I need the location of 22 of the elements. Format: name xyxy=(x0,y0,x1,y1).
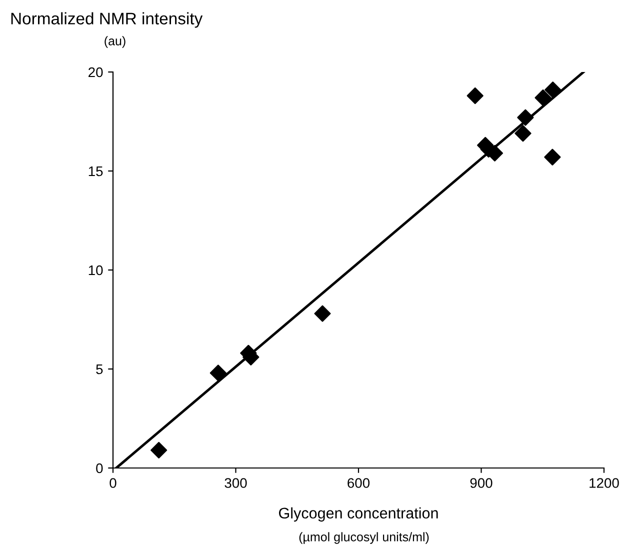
x-tick-label: 600 xyxy=(348,478,370,488)
y-tick-label: 10 xyxy=(88,265,103,276)
y-tick-label: 5 xyxy=(96,364,103,374)
point xyxy=(517,109,534,126)
x-tick-label: 0 xyxy=(110,478,116,488)
point xyxy=(150,442,168,458)
text: (µmol glucosyl units/ml) xyxy=(299,532,429,544)
point xyxy=(514,125,532,142)
y-tick-label: 15 xyxy=(88,166,103,176)
point xyxy=(544,82,562,98)
point xyxy=(534,89,552,106)
point xyxy=(544,148,561,166)
x-tick-label: 900 xyxy=(470,478,492,488)
x-tick-label: 300 xyxy=(224,478,247,488)
point xyxy=(210,364,226,382)
y-axis-title: Normalized NMR intensity (au) xyxy=(11,12,203,48)
x-tick-label: 1200 xyxy=(590,478,619,488)
x-axis-title: Glycogen concentration xyxy=(279,507,438,522)
point xyxy=(314,305,331,322)
y-tick-label: 20 xyxy=(88,67,103,78)
point xyxy=(466,87,484,104)
y-tick-label: 0 xyxy=(96,463,103,474)
